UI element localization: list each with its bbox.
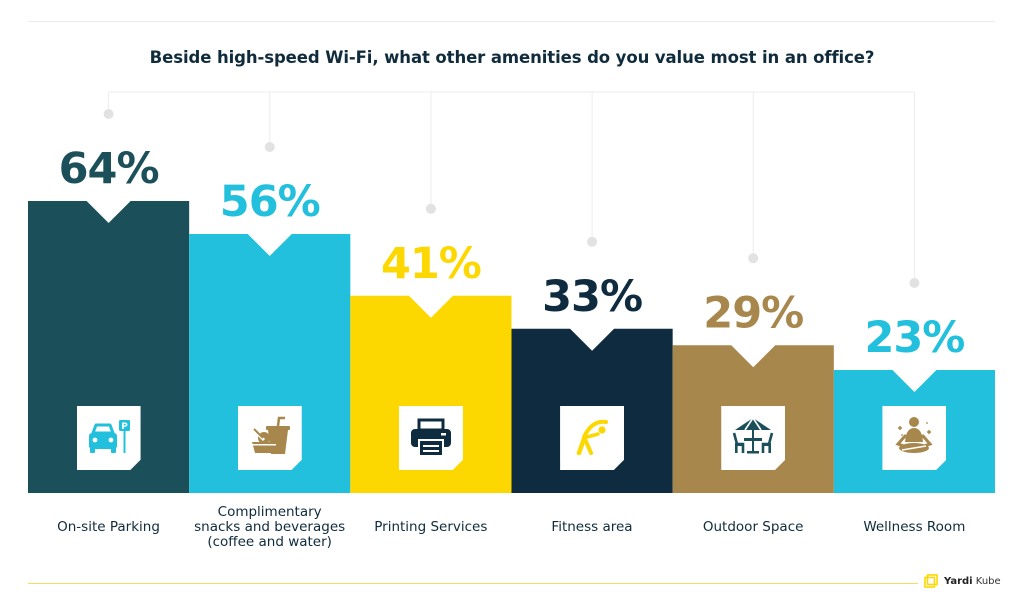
category-label: Complimentary snacks and beverages (coffee…: [189, 503, 350, 550]
icon-card: [882, 406, 947, 470]
parking-car-icon: P: [88, 420, 130, 453]
category-label-line: On-site Parking: [57, 518, 160, 535]
data-label: 56%: [220, 177, 320, 227]
category-label: On-site Parking: [28, 518, 189, 535]
category-label-line: Printing Services: [374, 518, 488, 535]
outdoor-umbrella-table-icon: [732, 416, 774, 454]
icon-card: [398, 406, 463, 470]
category-label: Fitness area: [512, 518, 673, 535]
meditation-wellness-icon: [895, 417, 934, 453]
connector-dot: [264, 141, 275, 152]
chart-title: Beside high-speed Wi-Fi, what other amen…: [149, 48, 875, 67]
category-label-line: snacks and beverages: [194, 518, 346, 535]
data-label: 23%: [864, 313, 964, 363]
data-label: 29%: [703, 288, 803, 338]
yardi-kube-logo-icon: [924, 574, 938, 588]
data-label: 33%: [542, 272, 642, 322]
data-label: 41%: [381, 239, 481, 289]
connector-dot: [103, 109, 114, 119]
brand-name-bold: Yardi: [944, 575, 973, 587]
icon-card: [237, 406, 302, 470]
category-label: Outdoor Space: [673, 518, 834, 535]
category-label-line: Complimentary: [217, 503, 322, 520]
top-divider: [28, 21, 995, 22]
brand-name-light: Kube: [975, 575, 1001, 587]
icon-card: [721, 406, 786, 470]
connector-dot: [587, 236, 598, 247]
bottom-divider: [28, 583, 918, 584]
icon-card: [560, 406, 625, 470]
category-label-line: Wellness Room: [863, 518, 966, 535]
bar: [28, 201, 190, 493]
category-label-line: (coffee and water): [207, 533, 332, 550]
category-label-line: Outdoor Space: [702, 518, 804, 535]
category-label: Wellness Room: [834, 518, 995, 535]
bar: [189, 233, 351, 493]
bar: [350, 295, 512, 493]
connector-dot: [748, 253, 759, 264]
category-label: Printing Services: [350, 518, 511, 535]
connector-dot: [425, 203, 436, 214]
snacks-beverages-icon: [251, 416, 290, 454]
brand-logo: Yardi Kube: [924, 574, 1001, 588]
data-label: 64%: [59, 144, 159, 194]
svg-text:P: P: [121, 422, 128, 432]
icon-card: P: [76, 406, 141, 470]
printer-icon: [410, 418, 451, 457]
connector-dot: [909, 278, 920, 288]
fitness-stretch-icon: [576, 419, 609, 456]
category-label-line: Fitness area: [551, 518, 633, 535]
